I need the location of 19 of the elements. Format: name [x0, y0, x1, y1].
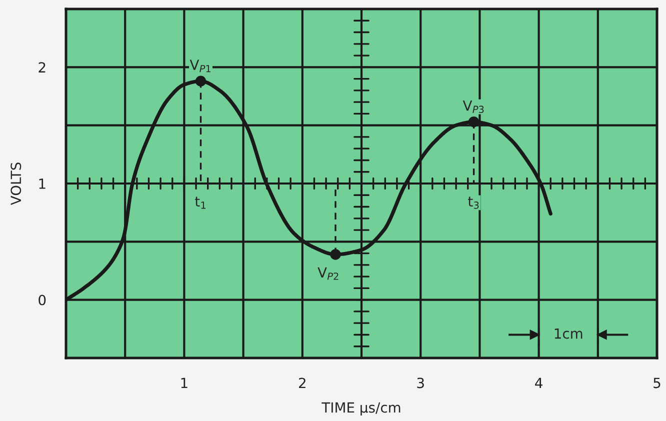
annotation: V$_{P1}$ [190, 60, 210, 72]
x-tick-label: 4 [535, 378, 542, 388]
y-tick-label: 2 [38, 62, 46, 72]
annotation: 1cm [554, 328, 582, 339]
y-tick-label: 0 [38, 294, 46, 306]
x-tick-label: 1 [181, 378, 188, 388]
x-tick-label: 3 [417, 378, 424, 388]
annotation: t$_{1}$ [195, 196, 206, 209]
point [330, 249, 341, 260]
point [468, 116, 480, 128]
x-axis-title: TIME μs/cm [322, 402, 400, 416]
y-axis-title: VOLTS [10, 162, 22, 206]
point [195, 76, 206, 86]
x-tick-label: 2 [299, 378, 306, 388]
annotation: t$_{3}$ [468, 196, 479, 209]
annotation: V$_{P2}$ [318, 267, 338, 280]
x-tick-label: 5 [654, 378, 660, 388]
y-tick-label: 1 [39, 178, 46, 189]
annotation: V$_{P3}$ [462, 100, 484, 114]
